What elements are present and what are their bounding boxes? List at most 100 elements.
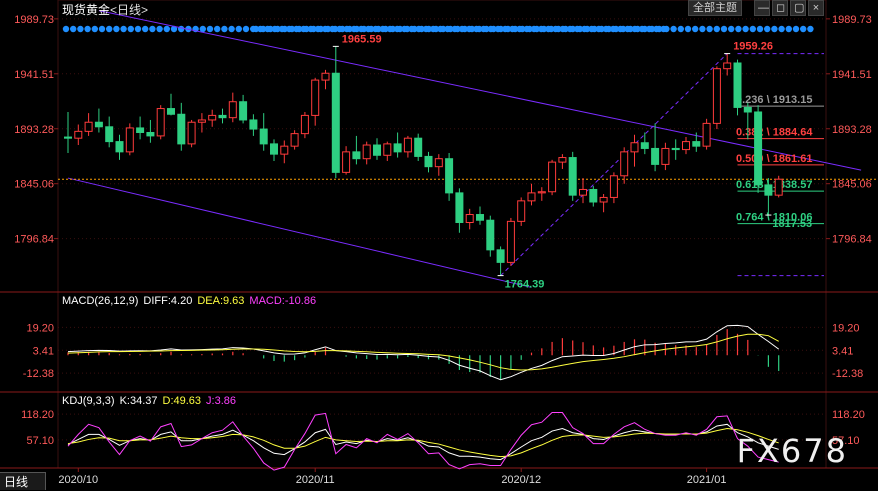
status-dot [605,25,612,33]
status-dot [260,25,267,33]
close-button[interactable]: × [808,0,824,16]
kdj-k: K:34.37 [119,395,158,407]
status-dot [235,25,242,33]
macd-axis-label-left: -12.38 [23,368,54,380]
kdj-axis-label-left: 57.10 [26,435,54,447]
kdj-d: D:49.63 [162,395,202,407]
status-dot [425,25,432,33]
status-dot [713,25,720,33]
kdj-k-line [67,423,779,461]
status-dot [382,25,389,33]
chart-title: 现货黄金<日线> [62,1,148,18]
price-axis-label-left: 1941.51 [14,69,54,81]
candle-body [239,101,248,121]
status-dot [526,25,533,33]
status-dot [807,25,814,33]
kdj-j: J:3.86 [206,395,236,407]
status-dot [706,25,713,33]
macd-diff-line [67,324,779,381]
timeframe-label[interactable]: <日线> [110,3,149,17]
timeframe-tab[interactable]: 日线 [0,472,46,490]
status-dot [170,25,178,33]
kdj-j-line [67,412,779,471]
candle-body [208,114,217,121]
status-dot [569,25,576,33]
price-axis-label-right: 1845.06 [832,179,872,191]
status-dot [771,25,778,33]
status-dot [742,25,749,33]
candle-body [321,72,330,81]
status-dot [332,25,339,33]
kdj-d-line [67,428,779,458]
status-dot [113,25,120,33]
status-dot [62,25,70,33]
status-dot [519,25,526,33]
candle-body [445,158,454,194]
status-dot [591,25,598,33]
macd-axis-label-right: -12.38 [832,368,863,380]
candle-body [290,133,299,147]
status-dot [598,25,605,33]
theme-button[interactable]: 全部主题 [688,0,742,16]
candle-body [156,108,165,137]
status-dot [149,25,156,33]
status-dot [346,25,353,33]
candle-body [331,72,340,173]
candle-body [702,122,711,147]
status-dot [634,25,641,33]
candle-body [517,200,526,222]
status-dot [360,25,368,33]
candle-body [403,137,412,153]
status-dot [221,25,228,33]
status-dot [684,25,692,33]
status-dot [353,25,360,33]
macd-dea: DEA:9.63 [197,295,245,307]
price-axis-label-right: 1941.51 [832,69,872,81]
time-axis-label: 2021/01 [687,474,727,486]
watermark: FX678 [736,432,848,470]
minimize-button[interactable]: — [754,0,770,16]
status-dot [785,25,792,33]
candle-body [300,114,309,135]
candle-body [599,196,608,203]
status-dot [677,25,684,33]
status-dot [749,25,756,33]
candle-body [455,192,464,223]
status-dot [303,25,310,33]
candle-body [486,219,495,251]
extreme-label: 1965.59 [342,33,382,45]
status-dot [206,25,214,33]
candle-body [342,151,351,173]
candle-body [115,141,124,153]
price-axis-label-right: 1893.28 [832,124,872,136]
kdj-name: KDJ(9,3,3) [62,395,115,407]
candle-body [754,111,763,186]
status-dot [663,25,670,33]
status-dot [468,25,476,33]
restore-button[interactable]: ◻ [772,0,788,16]
status-dot [178,25,185,33]
maximize-button[interactable]: ▢ [790,0,806,16]
candle-body [270,143,278,155]
kdj-axis-label-left: 118.20 [21,409,54,421]
extreme-label: 1764.39 [505,279,545,291]
status-dot [720,25,728,33]
status-dot [612,25,620,33]
fib-level-label: 0.500 \ 1861.61 [736,153,812,165]
status-dot [274,25,281,33]
status-dot [735,25,742,33]
status-dot [368,25,375,33]
status-dot [91,25,99,33]
channel-lower-line [67,177,532,288]
candle-body [764,184,773,196]
macd-value: MACD:-10.86 [249,295,317,307]
status-dot [792,25,800,33]
candle-body [187,121,196,145]
status-dot [504,25,512,33]
candle-body [94,121,103,128]
status-dot [77,25,84,33]
status-dot [375,25,382,33]
status-dot [627,25,634,33]
extreme-label: 1817.53 [772,218,812,230]
candle-body [774,178,783,196]
